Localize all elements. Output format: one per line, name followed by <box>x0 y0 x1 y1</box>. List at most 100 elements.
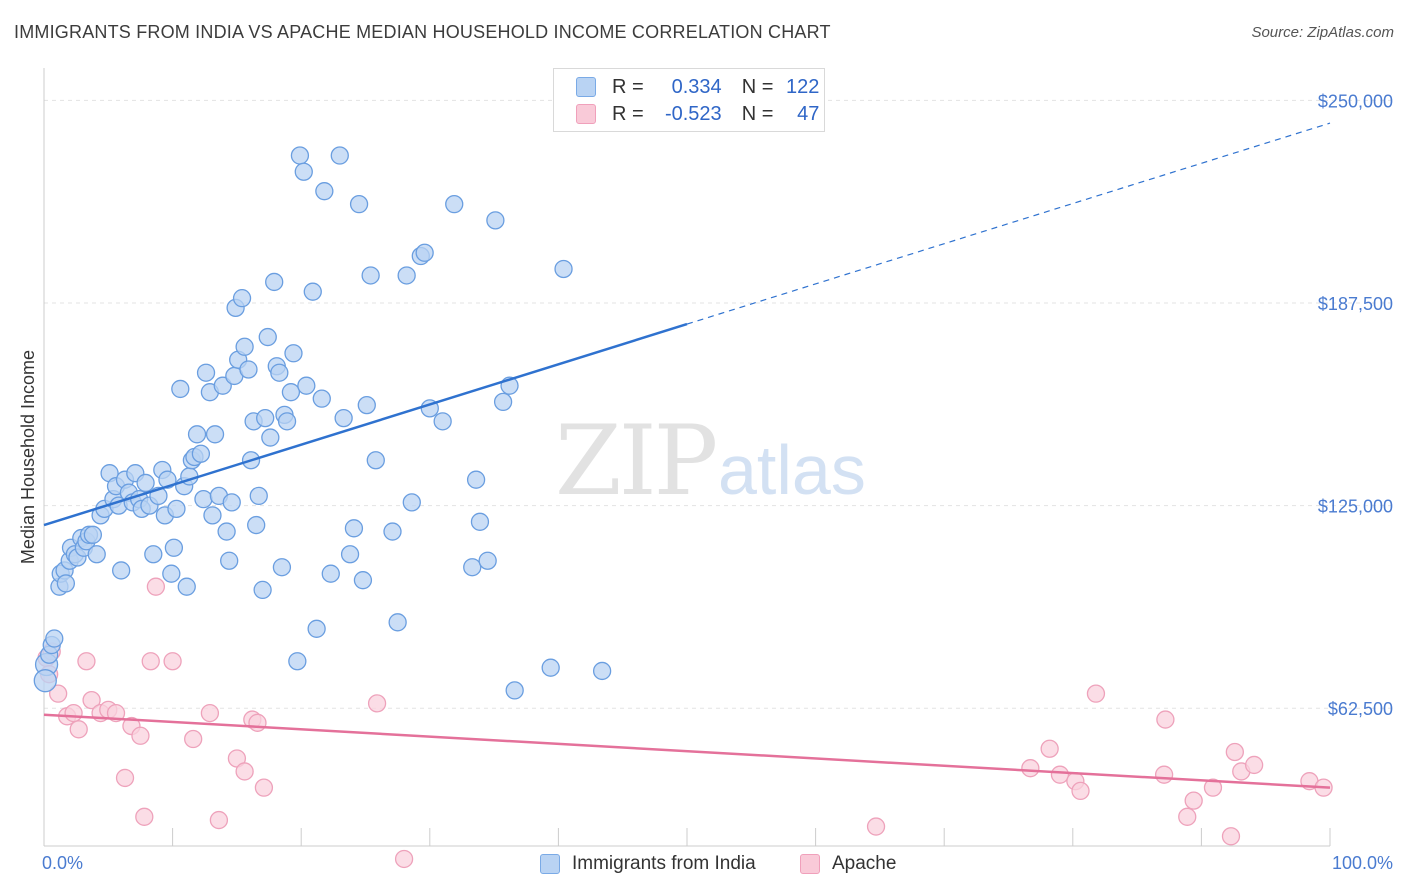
india-point <box>445 194 464 214</box>
india-point <box>277 412 297 431</box>
bottom-legend-apache-label: Apache <box>832 853 897 874</box>
apache-point <box>48 684 68 703</box>
india-point <box>284 344 303 363</box>
india-point <box>187 425 207 444</box>
india-point <box>388 613 407 632</box>
india-point <box>321 564 340 583</box>
apache-point <box>209 810 229 830</box>
apache-point <box>367 694 387 713</box>
india-point <box>353 571 373 590</box>
india-point <box>294 162 313 181</box>
apache-point <box>1221 827 1241 846</box>
india-point <box>270 363 289 382</box>
india-point <box>177 577 196 596</box>
y-axis-tick-labels: $62,500 $125,000 $187,500 $250,000 <box>1318 91 1393 719</box>
india-point <box>258 327 277 347</box>
india-point <box>288 652 307 671</box>
india-point <box>366 451 385 470</box>
apache-trend-line <box>43 713 1331 789</box>
india-point <box>261 428 280 447</box>
legend-swatch-india <box>576 77 596 97</box>
india-point <box>290 146 310 165</box>
india-point <box>415 243 434 262</box>
bottom-swatch-india <box>540 854 560 874</box>
apache-point <box>1225 742 1244 762</box>
legend-n-label: N = <box>741 75 774 98</box>
legend-r-label: R = <box>612 102 644 125</box>
legend-r-value: -0.523 <box>664 102 722 125</box>
india-point <box>33 669 57 693</box>
apache-point <box>64 703 83 723</box>
y-tick-label: $187,500 <box>1318 294 1393 314</box>
india-point <box>402 493 421 512</box>
india-point <box>194 489 213 509</box>
legend-n-label: N = <box>741 102 774 125</box>
india-point <box>164 538 184 557</box>
india-point <box>235 337 254 356</box>
india-point <box>470 512 490 531</box>
india-point <box>239 360 258 379</box>
apache-point <box>135 807 154 826</box>
india-point <box>220 551 239 570</box>
india-point <box>249 486 268 506</box>
india-point <box>232 289 252 308</box>
x-axis-ticks <box>43 828 1331 846</box>
legend-row-india: R = 0.334 N = 122 <box>576 74 819 100</box>
legend-r-label: R = <box>612 75 644 98</box>
legend-n-value: 47 <box>797 102 820 125</box>
india-point <box>554 259 573 279</box>
apache-point <box>394 849 414 869</box>
india-point <box>505 681 524 700</box>
india-point <box>167 499 186 519</box>
india-trend-line <box>43 322 688 527</box>
india-point <box>144 545 163 564</box>
india-point <box>253 580 272 600</box>
india-point <box>463 558 482 577</box>
apache-point <box>1184 791 1203 810</box>
india-point <box>433 412 452 431</box>
apache-point <box>1178 807 1197 826</box>
apache-point <box>69 720 88 739</box>
correlation-legend: R = 0.334 N = 122 R = -0.523 N = 47 <box>553 68 825 132</box>
apache-point <box>1203 778 1223 797</box>
apache-point <box>1071 781 1090 801</box>
india-point <box>247 515 266 535</box>
y-tick-label: $250,000 <box>1318 91 1393 111</box>
india-point <box>330 146 349 165</box>
legend-row-apache: R = -0.523 N = 47 <box>576 101 819 127</box>
india-point <box>592 661 612 681</box>
apache-point <box>131 726 150 745</box>
india-point <box>303 282 322 301</box>
watermark-atlas: atlas <box>718 431 866 509</box>
india-point <box>112 561 131 580</box>
legend-swatch-apache <box>576 104 596 124</box>
axes <box>43 68 1330 847</box>
chart-title: IMMIGRANTS FROM INDIA VS APACHE MEDIAN H… <box>14 22 831 42</box>
source-label: Source: ZipAtlas.com <box>1251 24 1394 41</box>
legend-r-value: 0.334 <box>671 75 722 98</box>
india-point <box>334 408 353 428</box>
trend-lines <box>43 122 1331 789</box>
india-point <box>541 658 560 677</box>
india-point <box>315 182 334 201</box>
india-point <box>383 522 402 541</box>
india-point <box>493 392 513 412</box>
apache-point <box>1040 739 1059 758</box>
india-point <box>272 558 292 577</box>
x-axis-tick-labels: 0.0% 100.0% <box>42 853 1393 873</box>
y-tick-label: $125,000 <box>1318 497 1393 517</box>
y-tick-label: $62,500 <box>1328 699 1393 719</box>
india-point <box>466 470 486 489</box>
apache-points <box>37 577 1333 869</box>
watermark-zip: ZIP <box>555 405 718 517</box>
india-point <box>312 389 331 408</box>
apache-point <box>1021 759 1040 778</box>
india-point <box>45 629 64 648</box>
apache-point <box>1156 710 1175 729</box>
apache-point <box>115 768 135 788</box>
india-point <box>203 506 222 525</box>
apache-point <box>141 652 160 671</box>
india-point <box>87 545 106 564</box>
india-point <box>361 266 380 285</box>
